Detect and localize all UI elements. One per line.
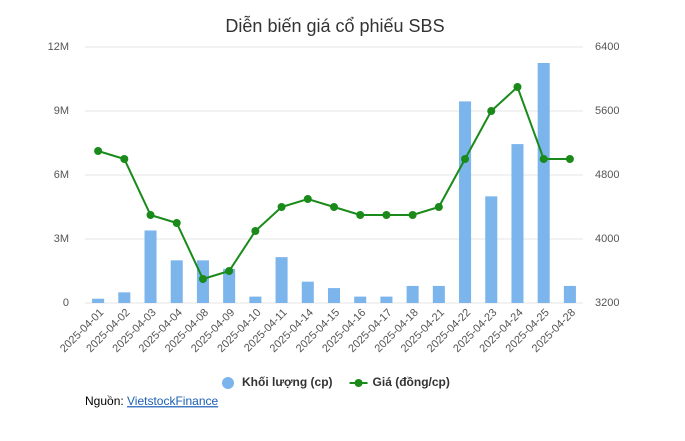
price-point <box>565 155 574 163</box>
price-point <box>172 219 181 227</box>
price-point <box>356 211 365 219</box>
bar <box>92 298 105 303</box>
bar <box>380 296 393 303</box>
price-point <box>225 267 234 275</box>
price-point <box>382 211 391 219</box>
price-point <box>94 147 103 155</box>
price-point <box>120 155 129 163</box>
bar <box>511 144 524 303</box>
y-tick-label: 6M <box>54 169 69 181</box>
bar <box>537 63 550 303</box>
price-point <box>434 203 443 211</box>
price-point <box>251 227 260 235</box>
price-point <box>487 107 496 115</box>
price-point <box>277 203 286 211</box>
bar <box>275 257 288 303</box>
price-point <box>146 211 155 219</box>
price-line <box>97 85 570 281</box>
y-tick-label: 0 <box>63 297 69 309</box>
y2-tick-label: 4000 <box>595 233 619 245</box>
price-point <box>198 275 207 283</box>
bar <box>144 230 157 303</box>
price-point <box>303 195 312 203</box>
bar <box>301 281 314 303</box>
y2-tick-label: 4800 <box>595 169 619 181</box>
y2-tick-label: 6400 <box>595 41 619 53</box>
legend-label: Khối lượng (cp) <box>242 375 333 389</box>
legend-swatch <box>222 377 234 389</box>
price-point <box>539 155 548 163</box>
bar <box>354 296 367 303</box>
bar <box>170 260 183 303</box>
price-point <box>330 203 338 211</box>
chart-title: Diễn biến giá cổ phiếu SBS <box>225 15 444 36</box>
price-point <box>408 211 417 219</box>
legend-swatch <box>354 379 363 387</box>
bar <box>249 296 262 303</box>
source-link[interactable]: VietstockFinance <box>127 394 218 408</box>
legend-label: Giá (đồng/cp) <box>373 375 450 389</box>
bar <box>485 196 498 303</box>
bar <box>327 288 341 303</box>
bar <box>459 101 472 304</box>
y2-tick-label: 5600 <box>595 105 619 117</box>
source-label: Nguồn: <box>85 394 124 408</box>
bar <box>223 268 236 303</box>
bar <box>406 285 419 303</box>
y-tick-label: 12M <box>48 41 69 53</box>
price-point <box>461 155 470 163</box>
y-tick-label: 3M <box>54 233 69 245</box>
bar <box>563 285 576 303</box>
bar <box>118 292 131 303</box>
bar <box>432 285 445 303</box>
price-point <box>513 83 522 91</box>
y-tick-label: 9M <box>54 105 69 117</box>
y2-tick-label: 3200 <box>595 297 619 309</box>
